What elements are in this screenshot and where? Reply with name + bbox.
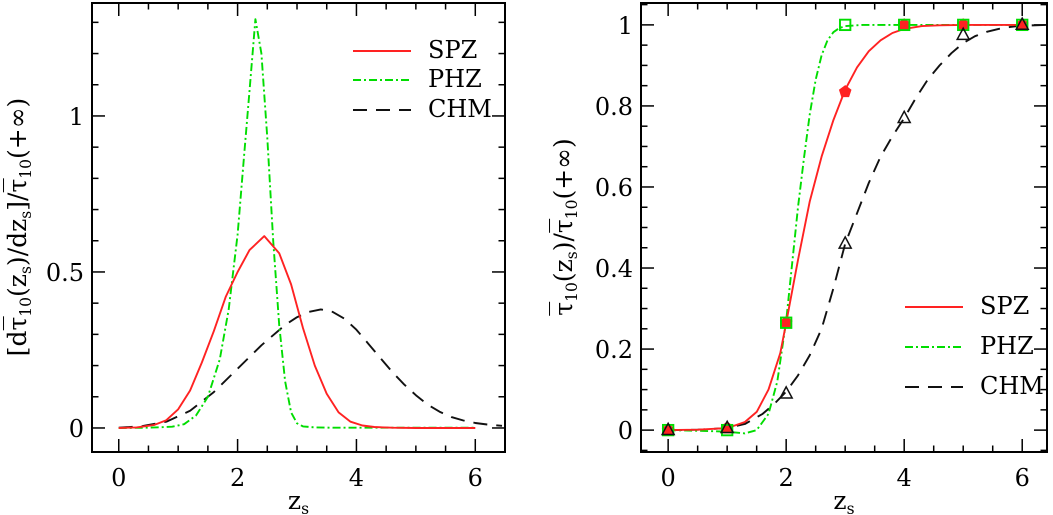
label-token: )/dz	[3, 218, 33, 267]
label-token: (+∞)	[549, 138, 579, 200]
legend-entry-chm: CHM	[904, 366, 1044, 406]
right-panel-marker-chm	[955, 26, 971, 41]
right-panel-curve-phz	[668, 23, 1029, 435]
label-token-overline: τ	[549, 219, 579, 234]
label-token: (+∞)	[3, 97, 33, 159]
label-token-sub: s	[16, 210, 35, 219]
label-token-sub: s	[16, 266, 35, 275]
left-panel-x-tick-label: 4	[349, 464, 364, 492]
right-panel: 0 2 4 6 0 0.2 0.4 0.6 0.8 1	[595, 2, 1048, 492]
right-panel-marker-phz	[1016, 18, 1029, 32]
right-panel-marker-chm	[719, 419, 735, 434]
legend-label-spz: SPZ	[980, 292, 1030, 320]
label-token: [d	[3, 330, 33, 357]
right-panel-marker-spz	[838, 85, 852, 98]
right-panel-marker-phz	[780, 316, 793, 329]
right-panel-curve-spz	[668, 23, 1029, 432]
label-token-overline: τ	[3, 316, 33, 331]
left-panel: 0 2 4 6 0 0.5 1	[46, 2, 506, 492]
right-panel-x-tick-label: 4	[897, 464, 912, 492]
left-y-axis-title: [dτ10(zs)/dzs]/τ10(+∞)	[3, 97, 35, 357]
label-token-overline: τ	[3, 178, 33, 193]
right-panel-marker-chm	[837, 235, 853, 249]
legend-label-chm: CHM	[428, 94, 492, 123]
legend-line-sample-phz	[353, 79, 411, 82]
right-panel-x-tick-label: 6	[1015, 464, 1030, 492]
legend-label-phz: PHZ	[980, 332, 1034, 360]
label-token-sub: s	[562, 251, 581, 260]
label-token: z	[833, 486, 847, 515]
legend-entry-spz: SPZ	[904, 286, 1044, 326]
left-panel-y-tick-label: 1	[69, 103, 84, 131]
legend-entry-phz: PHZ	[904, 326, 1044, 366]
right-panel-y-tick-label: 0.8	[595, 93, 633, 121]
label-token-overline: τ	[549, 301, 579, 316]
right-panel-marker-chm	[660, 421, 676, 436]
legend-label-chm: CHM	[980, 372, 1044, 400]
right-panel-curve-chm	[668, 23, 1046, 432]
right-panel-marker-chm	[896, 109, 912, 124]
left-panel-curve-spz	[118, 235, 476, 429]
right-panel-y-tick-label: 0.6	[595, 174, 633, 202]
legend-line-sample-spz	[905, 306, 963, 308]
legend-line-sample-phz	[905, 346, 963, 348]
right-panel-marker-phz	[898, 18, 911, 32]
legend-entry-chm: CHM	[352, 94, 492, 124]
legend-label-phz: PHZ	[428, 65, 482, 94]
left-panel-frame	[91, 2, 506, 453]
right-x-axis-title: zs	[641, 486, 1047, 515]
legend-label-spz: SPZ	[428, 35, 478, 64]
right-panel-y-tick-label: 0	[618, 417, 633, 445]
legend-line-sample-chm	[353, 108, 411, 111]
legend-line-sample-chm	[905, 386, 963, 388]
label-token-sub: s	[846, 499, 855, 515]
label-token-sub: 10	[562, 199, 581, 220]
right-panel-y-tick-label: 1	[618, 12, 633, 40]
left-panel-curve-phz	[118, 18, 476, 429]
label-token-sub: 10	[16, 158, 35, 179]
right-panel-y-tick-label: 0.2	[595, 336, 633, 364]
legend-entry-phz: PHZ	[352, 65, 492, 95]
left-panel-x-tick-label: 2	[230, 464, 245, 492]
right-panel-marker-phz	[839, 18, 852, 32]
label-token: (z	[3, 274, 33, 297]
label-token-sub: 10	[562, 282, 581, 302]
right-panel-x-tick-label: 2	[779, 464, 794, 492]
legend-entry-spz: SPZ	[352, 35, 492, 65]
label-token-sub: s	[301, 499, 310, 515]
legend-line-sample-spz	[353, 49, 411, 52]
label-token: ]/	[3, 192, 33, 211]
left-x-axis-title: zs	[92, 486, 505, 515]
right-panel-marker-phz	[661, 423, 675, 437]
right-panel-y-tick-label: 0.4	[595, 255, 633, 283]
label-token-sub: 10	[16, 296, 35, 317]
right-panel-marker-chm	[778, 385, 794, 399]
left-panel-x-tick-label: 6	[468, 464, 483, 492]
right-panel-x-tick-label: 0	[661, 464, 676, 492]
left-panel-y-tick-label: 0.5	[46, 259, 84, 287]
label-token: )/	[549, 233, 579, 252]
left-legend: SPZ PHZ CHM	[352, 35, 492, 124]
right-y-axis-title: τ10(zs)/τ10(+∞)	[549, 138, 581, 316]
left-panel-y-tick-label: 0	[69, 415, 84, 443]
right-panel-marker-chm	[1014, 16, 1030, 31]
right-panel-marker-phz	[957, 18, 970, 32]
right-legend: SPZ PHZ CHM	[904, 286, 1044, 406]
label-token: z	[287, 486, 302, 515]
left-panel-x-tick-label: 0	[111, 464, 126, 492]
label-token: (z	[549, 259, 579, 283]
